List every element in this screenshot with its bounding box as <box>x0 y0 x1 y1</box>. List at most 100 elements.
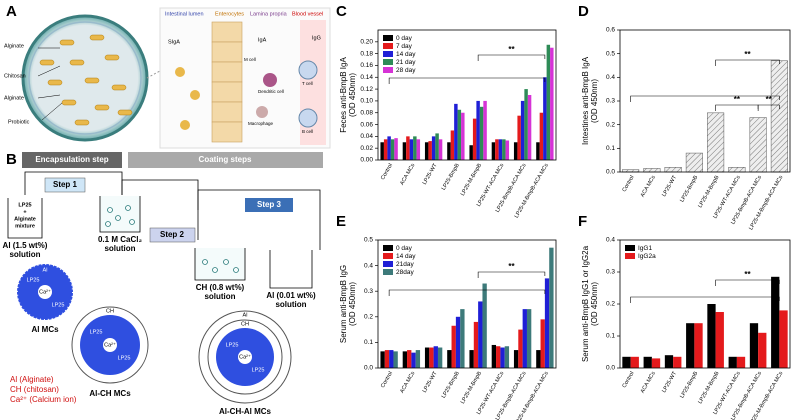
beaker-caption: CH (0.8 wt%) <box>196 283 245 292</box>
y-tick-label: 0.4 <box>606 74 615 81</box>
beaker-caption: solution <box>204 292 235 301</box>
y-tick-label: 0.3 <box>606 269 615 276</box>
bar <box>406 136 410 160</box>
panel-label: E <box>336 213 346 230</box>
bracket <box>715 279 780 286</box>
particle-al-ch-al <box>198 310 292 404</box>
bar <box>728 167 746 173</box>
capsule-layer <box>28 21 142 135</box>
bar <box>715 312 724 368</box>
capsule-label: Chitosan <box>4 73 26 79</box>
bar <box>643 356 652 368</box>
plot-frame <box>619 29 791 173</box>
bracket <box>477 54 546 61</box>
b-cell <box>298 108 318 128</box>
annotation: ** <box>744 270 751 279</box>
annotation: ** <box>734 95 741 104</box>
bar <box>539 112 544 160</box>
core-label: LP25 <box>118 355 131 361</box>
step-box <box>245 198 293 212</box>
panel-label: B <box>6 151 17 168</box>
core-label: LP25 <box>226 342 239 348</box>
bracket <box>715 59 780 66</box>
panel-label: A <box>6 3 17 20</box>
bar <box>643 168 661 173</box>
x-tick-label: Control <box>380 163 394 181</box>
legend-label: 28 day <box>396 67 416 74</box>
y-tick-label: 0.4 <box>606 237 615 244</box>
legend-label: IgG2a <box>638 253 656 260</box>
phase-label: Encapsulation step <box>35 155 108 164</box>
y-tick-label: 0.16 <box>360 62 373 69</box>
legend-text: Ca²⁺ (Calcium ion) <box>10 395 77 404</box>
bar <box>433 346 438 368</box>
panel-a: A Alginate Chitosan Alginate Probiotic I… <box>0 0 331 150</box>
bar <box>664 167 682 173</box>
x-tick-label: LP25-M-BmpB <box>460 162 483 197</box>
bar <box>513 142 518 160</box>
flow-lines <box>24 171 321 250</box>
bar <box>546 44 551 160</box>
bar <box>479 106 484 160</box>
ion-label: Ca²⁺ <box>104 341 116 348</box>
bar <box>393 351 398 368</box>
core-label: LP25 <box>252 367 265 373</box>
beaker-caption: Al (1.5 wt%) <box>3 241 48 250</box>
beaker-content: + <box>23 209 26 215</box>
bar <box>622 356 631 368</box>
y-tick-label: 0.1 <box>606 333 615 340</box>
y-axis-title: (OD 450nm) <box>348 282 357 326</box>
bar <box>394 138 398 160</box>
legend-label: 0 day <box>396 245 413 252</box>
beads <box>105 205 239 273</box>
bar <box>428 141 432 160</box>
bar <box>758 332 767 368</box>
beaker-caption: Al (0.01 wt%) <box>266 291 316 300</box>
bar <box>473 321 479 368</box>
cell-label: M cell <box>244 57 256 62</box>
bar <box>447 142 451 160</box>
y-tick-label: 0.10 <box>360 98 373 105</box>
y-axis-title: (OD 450nm) <box>348 73 357 117</box>
t-cell <box>298 60 318 80</box>
legend-swatch <box>383 253 393 259</box>
x-tick-label: Control <box>622 371 636 389</box>
bar <box>384 350 390 368</box>
legend-swatch <box>383 59 393 65</box>
bar <box>455 316 461 368</box>
x-tick-label: LP25-WT <box>422 162 439 186</box>
step-label: Step 2 <box>160 230 185 239</box>
bracket <box>630 95 780 102</box>
bar <box>482 283 487 368</box>
x-tick-label: LP25-WT <box>661 370 678 394</box>
legend-label: 28day <box>396 269 414 276</box>
particle-text: Ca²⁺ LP25 LP25 Al Ca²⁺ LP25 LP25 CH Ca²⁺… <box>27 267 265 373</box>
cell-label: T cell <box>302 81 313 86</box>
al-label: Al <box>243 312 248 318</box>
core-label: LP25 <box>90 329 103 335</box>
legend-label: 7 day <box>396 43 413 50</box>
bar <box>543 77 547 160</box>
y-tick-label: 0.2 <box>364 314 373 321</box>
bar <box>630 356 639 368</box>
phase-label: Coating steps <box>199 155 252 164</box>
bar <box>460 309 465 368</box>
region-label: Enterocytes <box>215 11 244 17</box>
step-label: Step 1 <box>53 180 78 189</box>
y-tick-label: 0.20 <box>360 39 373 46</box>
panel-b: B Encapsulation step Coating steps Step … <box>3 151 323 416</box>
bar <box>502 139 506 160</box>
bar <box>524 89 528 160</box>
legend-swatch <box>383 35 393 41</box>
bar <box>389 350 394 368</box>
probiotics <box>39 34 133 126</box>
core-label: LP25 <box>52 302 65 308</box>
microcapsules <box>175 67 200 130</box>
y-tick-label: 0.12 <box>360 86 373 93</box>
bar <box>685 152 703 173</box>
bar <box>749 117 767 173</box>
region-label: Lamina propria <box>250 11 288 17</box>
ion-label: Ca²⁺ <box>39 288 51 295</box>
